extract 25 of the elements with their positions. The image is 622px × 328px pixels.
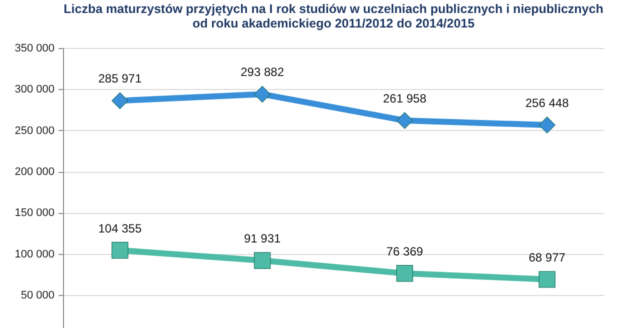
y-tick-label: 150 000 bbox=[14, 207, 54, 220]
text: od roku akademickiego 2011/2012 do 2014/2015 bbox=[192, 16, 475, 30]
text: Liczba maturzystów przyjętych na I rok studiów w uczelniach publicznych i niepublicznych bbox=[64, 2, 604, 16]
point bbox=[396, 264, 414, 282]
y-tick-label: 300 000 bbox=[14, 84, 54, 96]
data-label: 91 931 bbox=[244, 232, 281, 246]
data-label: 256 448 bbox=[525, 96, 570, 110]
point bbox=[254, 86, 271, 103]
point bbox=[538, 116, 556, 134]
point bbox=[254, 252, 271, 269]
point bbox=[112, 242, 128, 259]
data-label: 76 369 bbox=[386, 244, 424, 258]
data-label: 104 355 bbox=[98, 221, 142, 236]
y-tick-label: 350 000 bbox=[14, 42, 54, 54]
y-tick-label: 50 000 bbox=[20, 290, 54, 302]
data-label: 261 958 bbox=[382, 92, 427, 106]
data-label: 68 977 bbox=[528, 250, 566, 264]
data-label: 285 971 bbox=[98, 72, 142, 86]
y-tick-label: 100 000 bbox=[14, 248, 54, 260]
point bbox=[112, 92, 128, 110]
y-tick-label: 200 000 bbox=[14, 166, 54, 178]
point bbox=[396, 112, 414, 129]
y-tick-label: 250 000 bbox=[14, 124, 54, 137]
point bbox=[538, 271, 556, 288]
data-label: 293 882 bbox=[240, 65, 284, 80]
